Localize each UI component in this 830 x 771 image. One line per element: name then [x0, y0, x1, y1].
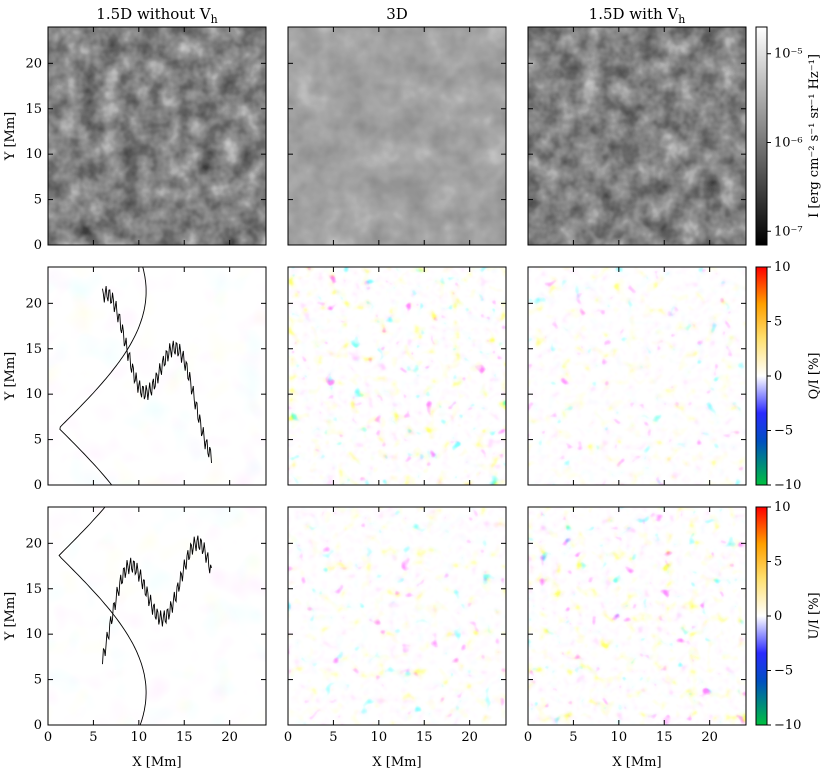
y-tick-label: 0	[34, 718, 42, 733]
panel-r1-c2	[527, 266, 747, 486]
colorbar-tick-label: 10	[774, 260, 791, 275]
y-tick-label: 10	[25, 387, 42, 402]
colorbar-tick-label: 0	[774, 369, 782, 384]
colorbar-tick-label: 0	[774, 609, 782, 624]
x-tick-label: 10	[611, 730, 628, 745]
heatmap-image	[48, 27, 266, 245]
x-tick-label: 0	[44, 730, 52, 745]
heatmap-image	[528, 267, 746, 485]
panel-frame	[527, 506, 747, 726]
y-axis-label: Y [Mm]	[3, 592, 18, 642]
y-tick-label: 0	[34, 238, 42, 253]
contour-line	[59, 266, 147, 486]
panel-frame	[47, 266, 267, 486]
x-tick-label: 20	[701, 730, 718, 745]
colorbar	[755, 26, 768, 246]
x-tick-label: 5	[89, 730, 97, 745]
colorbar-tick-label: −5	[774, 664, 793, 679]
x-tick-label: 15	[176, 730, 193, 745]
colorbar-tick-label: 5	[774, 315, 782, 330]
heatmap-image	[288, 267, 506, 485]
colorbar-tick-label: 5	[774, 555, 782, 570]
panel-r1-c1	[287, 266, 507, 486]
panel-frame	[527, 26, 747, 246]
contour-line	[102, 535, 212, 665]
colorbar-tick-label: −10	[774, 718, 801, 733]
y-tick-label: 5	[34, 673, 42, 688]
heatmap-image	[288, 507, 506, 725]
x-tick-label: 5	[569, 730, 577, 745]
colorbar-tick-label: −10	[774, 478, 801, 493]
y-axis-label: Y [Mm]	[3, 352, 18, 402]
panel-r1-c0: 0 5 10 15 20	[25, 266, 267, 493]
y-tick-label: 15	[25, 102, 42, 117]
y-tick-label: 10	[25, 147, 42, 162]
contour-line	[102, 285, 212, 464]
y-tick-label: 15	[25, 582, 42, 597]
panel-r0-c2	[527, 26, 747, 246]
y-tick-label: 0	[34, 478, 42, 493]
x-tick-label: 15	[656, 730, 673, 745]
colorbar-tick-label: −5	[774, 424, 793, 439]
panel-frame	[287, 26, 507, 246]
x-axis-label: X [Mm]	[132, 755, 181, 770]
colorbars: 10⁻⁵ 10⁻⁶ 10⁻⁷ I [erg cm⁻² s⁻¹ sr⁻¹ Hz⁻¹] 10…	[755, 26, 822, 733]
heatmap-image	[48, 507, 266, 725]
y-tick-label: 20	[25, 56, 42, 71]
colorbar-label: Q/I [%]	[807, 353, 822, 400]
panel-r0-c0: 0 5 10 15 20	[25, 26, 267, 253]
x-tick-label: 20	[461, 730, 478, 745]
colorbar	[755, 266, 768, 486]
column-title: 1.5D with Vh	[589, 5, 686, 26]
colorbar	[755, 506, 768, 726]
x-tick-label: 5	[329, 730, 337, 745]
panel-frame	[47, 26, 267, 246]
heatmap-image	[288, 27, 506, 245]
y-axis-label: Y [Mm]	[3, 112, 18, 162]
colorbar-tick-label: 10⁻⁶	[774, 135, 803, 150]
colorbar-label: U/I [%]	[807, 592, 822, 639]
column-title: 1.5D without Vh	[96, 5, 217, 26]
heatmap-image	[528, 507, 746, 725]
labels: Y [Mm] Y [Mm] Y [Mm] 1.5D without Vh 3D 1.5D …	[3, 5, 685, 770]
heatmap-image	[528, 27, 746, 245]
panel-frame	[287, 266, 507, 486]
y-tick-label: 5	[34, 193, 42, 208]
colorbar-tick-label: 10⁻⁷	[774, 224, 803, 239]
x-axis-label: X [Mm]	[372, 755, 421, 770]
colorbar-label: I [erg cm⁻² s⁻¹ sr⁻¹ Hz⁻¹]	[807, 54, 822, 218]
panel-r0-c1	[287, 26, 507, 246]
y-tick-label: 20	[25, 296, 42, 311]
colorbar-tick-label: 10⁻⁵	[774, 47, 803, 62]
contour-line	[58, 506, 147, 726]
panel-r2-c2: 0 5 10 15 20	[524, 506, 747, 745]
panels: 0 5 10 15 20 0 5 10 15 20 0 5 10 15 20 0 5 10 15 20 0 5 10 15 20…	[25, 26, 747, 745]
y-tick-label: 5	[34, 433, 42, 448]
panel-r2-c0: 0 5 10 15 20 0 5 10 15 20	[25, 506, 267, 745]
y-tick-label: 20	[25, 536, 42, 551]
colorbar-tick-label: 10	[774, 500, 791, 515]
x-tick-label: 20	[221, 730, 238, 745]
panel-r2-c1: 0 5 10 15 20	[284, 506, 507, 745]
x-tick-label: 0	[284, 730, 292, 745]
x-tick-label: 0	[524, 730, 532, 745]
panel-frame	[287, 506, 507, 726]
y-tick-label: 10	[25, 627, 42, 642]
x-axis-label: X [Mm]	[612, 755, 661, 770]
y-tick-label: 15	[25, 342, 42, 357]
panel-frame	[527, 266, 747, 486]
column-title: 3D	[386, 5, 408, 23]
x-tick-label: 10	[371, 730, 388, 745]
panel-frame	[47, 506, 267, 726]
x-tick-label: 15	[416, 730, 433, 745]
x-tick-label: 10	[131, 730, 148, 745]
